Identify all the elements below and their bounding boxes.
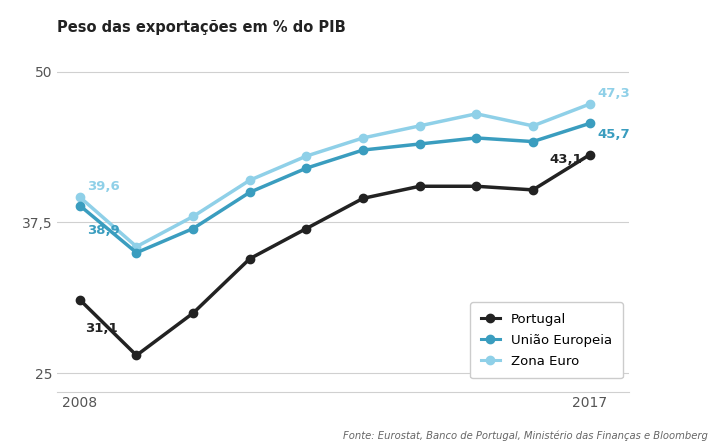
Text: Peso das exportações em % do PIB: Peso das exportações em % do PIB — [57, 20, 346, 35]
Text: 45,7: 45,7 — [598, 128, 631, 141]
Text: 31,1: 31,1 — [85, 322, 118, 335]
Legend: Portugal, União Europeia, Zona Euro: Portugal, União Europeia, Zona Euro — [470, 302, 623, 378]
Text: Fonte: Eurostat, Banco de Portugal, Ministério das Finanças e Bloomberg: Fonte: Eurostat, Banco de Portugal, Mini… — [343, 430, 708, 441]
Text: 38,9: 38,9 — [87, 224, 119, 237]
Text: 47,3: 47,3 — [598, 87, 631, 100]
Text: 43,1: 43,1 — [550, 153, 583, 166]
Text: 39,6: 39,6 — [87, 180, 119, 193]
